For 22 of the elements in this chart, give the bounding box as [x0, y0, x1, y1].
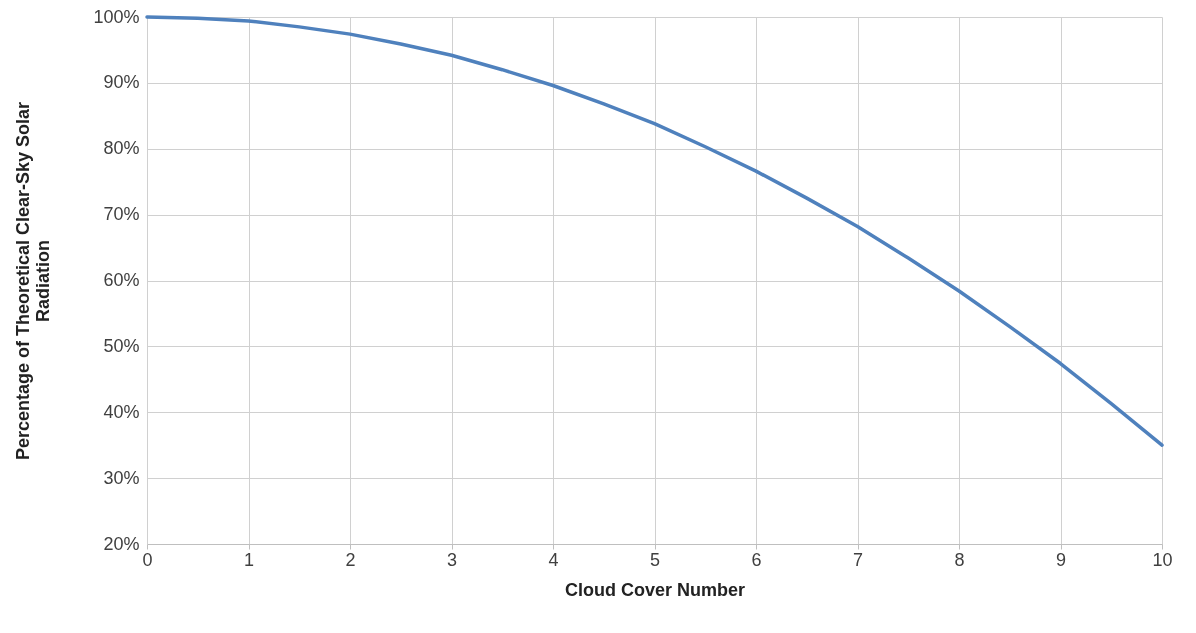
y-tick-label: 90%	[103, 72, 140, 93]
y-tick-label: 80%	[103, 138, 140, 159]
y-tick-label: 100%	[93, 6, 140, 27]
x-tick-label: 6	[751, 549, 762, 570]
x-tick-label: 9	[1055, 549, 1067, 570]
y-axis-title: Percentage of Theoretical Clear-Sky Solar Radiation	[13, 101, 54, 461]
x-tick-label: 5	[649, 549, 661, 570]
x-tick-label: 8	[954, 549, 965, 570]
y-tick-label: 40%	[103, 401, 140, 422]
x-axis-title: Cloud Cover Number	[564, 579, 746, 600]
y-tick-label: 60%	[103, 270, 140, 290]
x-tick-label: 7	[852, 549, 864, 570]
y-tick-label: 20%	[103, 533, 140, 554]
x-tick-label: 3	[446, 549, 458, 570]
x-tick-label: 2	[345, 549, 356, 570]
x-tick-label: 4	[548, 549, 559, 570]
y-tick-label: 30%	[103, 467, 140, 488]
x-tick-label: 0	[142, 549, 153, 570]
x-tick-label: 1	[243, 549, 255, 570]
y-tick-label: 50%	[103, 335, 140, 356]
y-tick-label: 70%	[103, 204, 140, 225]
x-tick-label: 10	[1152, 549, 1173, 570]
